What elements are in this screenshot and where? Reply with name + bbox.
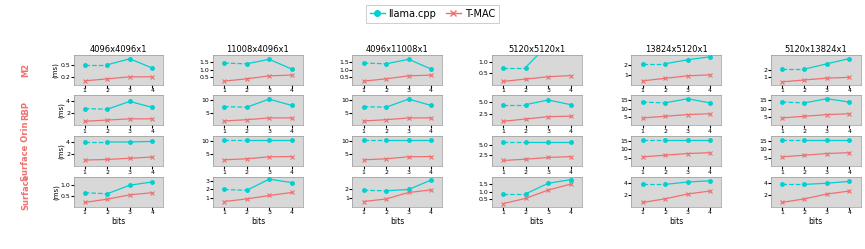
X-axis label: bits: bits <box>529 217 544 226</box>
Title: 5120x5120x1: 5120x5120x1 <box>509 45 566 54</box>
Title: 13824x5120x1: 13824x5120x1 <box>645 45 708 54</box>
X-axis label: bits: bits <box>112 217 125 226</box>
Title: 5120x13824x1: 5120x13824x1 <box>785 45 847 54</box>
Text: RBP: RBP <box>22 101 30 120</box>
Y-axis label: (ms): (ms) <box>53 184 59 199</box>
Legend: llama.cpp, T-MAC: llama.cpp, T-MAC <box>366 5 499 23</box>
Title: 4096x11008x1: 4096x11008x1 <box>366 45 429 54</box>
Title: 11008x4096x1: 11008x4096x1 <box>227 45 289 54</box>
Text: Surface Orin: Surface Orin <box>22 121 30 181</box>
X-axis label: bits: bits <box>670 217 683 226</box>
Y-axis label: (ms): (ms) <box>58 103 65 118</box>
Title: 4096x4096x1: 4096x4096x1 <box>90 45 147 54</box>
Y-axis label: (ms): (ms) <box>52 62 59 78</box>
X-axis label: bits: bits <box>390 217 405 226</box>
X-axis label: bits: bits <box>251 217 265 226</box>
Text: Surface: Surface <box>22 174 30 210</box>
X-axis label: bits: bits <box>809 217 823 226</box>
Y-axis label: (ms): (ms) <box>58 143 65 159</box>
Text: M2: M2 <box>22 63 30 77</box>
